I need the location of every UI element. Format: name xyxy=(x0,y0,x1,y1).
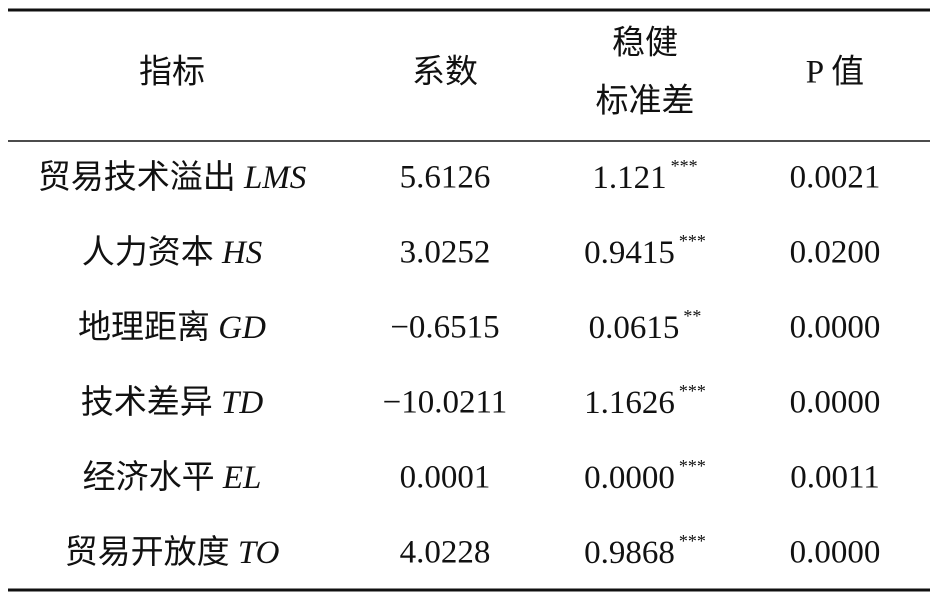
indicator-abbr: LMS xyxy=(243,160,306,196)
header-cell: 系数 xyxy=(412,54,478,91)
indicator-abbr: GD xyxy=(218,310,266,346)
se-cell: 1.121 *** xyxy=(592,156,697,195)
indicator-cell: 地理距离 GD xyxy=(78,309,266,346)
header-cell: 标准差 xyxy=(596,83,695,120)
indicator-name: 贸易开放度 xyxy=(65,534,230,571)
coef-cell: 0.0001 xyxy=(400,460,491,496)
p-value-cell: 0.0200 xyxy=(790,235,881,271)
indicator-name: 贸易技术溢出 xyxy=(38,159,236,196)
significance-stars: *** xyxy=(679,531,706,551)
significance-stars: *** xyxy=(679,381,706,401)
coef-cell: 3.0252 xyxy=(400,235,491,271)
coef-cell: −10.0211 xyxy=(383,385,508,421)
indicator-abbr: TD xyxy=(221,385,263,421)
se-cell: 1.1626 *** xyxy=(584,381,706,420)
p-value-cell: 0.0021 xyxy=(790,160,881,196)
significance-stars: *** xyxy=(679,456,706,476)
indicator-name: 技术差异 xyxy=(81,384,213,421)
indicator-cell: 贸易开放度 TO xyxy=(65,534,280,571)
coef-cell: −0.6515 xyxy=(390,310,499,346)
indicator-abbr: HS xyxy=(221,235,262,271)
p-value-cell: 0.0000 xyxy=(790,310,881,346)
significance-stars: ** xyxy=(683,306,701,326)
significance-stars: *** xyxy=(679,231,706,251)
header-cell: 稳健 xyxy=(612,25,678,62)
p-value-cell: 0.0000 xyxy=(790,535,881,571)
se-value: 1.121 xyxy=(592,160,666,196)
se-cell: 0.9415 *** xyxy=(584,231,706,270)
indicator-cell: 贸易技术溢出 LMS xyxy=(38,159,307,196)
se-value: 1.1626 xyxy=(584,385,675,421)
se-value: 0.9415 xyxy=(584,235,675,271)
se-cell: 0.0615 ** xyxy=(589,306,702,345)
header-cell: P 值 xyxy=(806,54,864,91)
se-value: 0.0615 xyxy=(589,310,680,346)
indicator-name: 地理距离 xyxy=(78,309,210,346)
coef-cell: 4.0228 xyxy=(400,535,491,571)
indicator-name: 经济水平 xyxy=(83,459,215,496)
se-value: 0.9868 xyxy=(584,535,675,571)
se-cell: 0.0000 *** xyxy=(584,456,706,495)
coef-cell: 5.6126 xyxy=(400,160,491,196)
indicator-abbr: TO xyxy=(238,535,280,571)
se-value: 0.0000 xyxy=(584,460,675,496)
significance-stars: *** xyxy=(671,156,698,176)
indicator-name: 人力资本 xyxy=(82,234,214,271)
indicator-cell: 技术差异 TD xyxy=(81,384,264,421)
indicator-cell: 人力资本 HS xyxy=(82,234,263,271)
se-cell: 0.9868 *** xyxy=(584,531,706,570)
p-value-cell: 0.0000 xyxy=(790,385,881,421)
p-value-cell: 0.0011 xyxy=(790,460,880,496)
indicator-cell: 经济水平 EL xyxy=(83,459,262,496)
header-cell: 指标 xyxy=(139,54,205,91)
indicator-abbr: EL xyxy=(222,460,262,496)
